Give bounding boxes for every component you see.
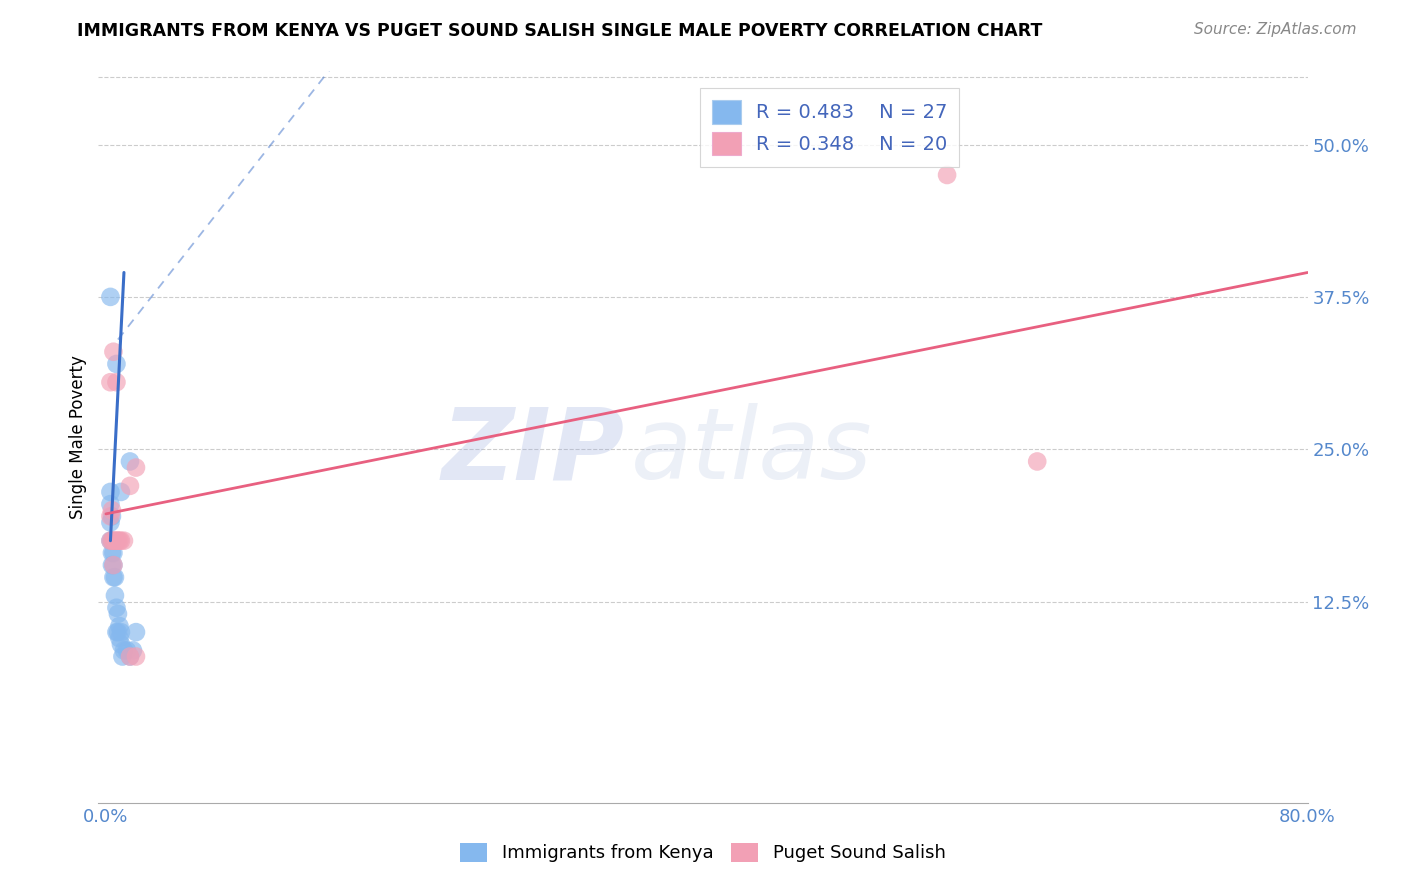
Point	[110, 625, 132, 640]
Point	[125, 649, 148, 664]
Point	[101, 533, 124, 548]
Point	[107, 625, 129, 640]
Point	[111, 649, 134, 664]
Point	[100, 485, 122, 500]
Point	[122, 643, 145, 657]
Point	[118, 649, 141, 664]
Point	[115, 643, 138, 657]
Point	[100, 509, 122, 524]
Point	[105, 533, 128, 548]
Point	[1026, 454, 1049, 468]
Point	[100, 376, 122, 390]
Point	[118, 454, 141, 468]
Point	[105, 357, 128, 371]
Point	[108, 632, 131, 646]
Point	[104, 589, 127, 603]
Point	[112, 643, 135, 657]
Point	[104, 533, 127, 548]
Point	[100, 516, 122, 530]
Point	[103, 570, 125, 584]
Text: Source: ZipAtlas.com: Source: ZipAtlas.com	[1194, 22, 1357, 37]
Point	[118, 649, 141, 664]
Point	[105, 625, 128, 640]
Point	[118, 479, 141, 493]
Point	[110, 485, 132, 500]
Point	[936, 168, 959, 182]
Point	[103, 344, 125, 359]
Point	[101, 546, 124, 560]
Legend: R = 0.483    N = 27, R = 0.348    N = 20: R = 0.483 N = 27, R = 0.348 N = 20	[700, 88, 959, 167]
Point	[108, 533, 131, 548]
Point	[103, 533, 125, 548]
Point	[101, 533, 124, 548]
Point	[101, 503, 124, 517]
Point	[107, 607, 129, 621]
Text: IMMIGRANTS FROM KENYA VS PUGET SOUND SALISH SINGLE MALE POVERTY CORRELATION CHAR: IMMIGRANTS FROM KENYA VS PUGET SOUND SAL…	[77, 22, 1043, 40]
Point	[100, 533, 122, 548]
Point	[103, 546, 125, 560]
Point	[108, 619, 131, 633]
Point	[103, 558, 125, 573]
Point	[100, 497, 122, 511]
Point	[112, 533, 135, 548]
Point	[107, 533, 129, 548]
Text: ZIP: ZIP	[441, 403, 624, 500]
Point	[101, 509, 124, 524]
Point	[105, 376, 128, 390]
Point	[100, 290, 122, 304]
Point	[110, 637, 132, 651]
Y-axis label: Single Male Poverty: Single Male Poverty	[69, 355, 87, 519]
Point	[125, 460, 148, 475]
Point	[103, 558, 125, 573]
Point	[105, 600, 128, 615]
Text: atlas: atlas	[630, 403, 872, 500]
Legend: Immigrants from Kenya, Puget Sound Salish: Immigrants from Kenya, Puget Sound Salis…	[453, 836, 953, 870]
Point	[110, 533, 132, 548]
Point	[101, 558, 124, 573]
Point	[104, 570, 127, 584]
Point	[125, 625, 148, 640]
Point	[100, 533, 122, 548]
